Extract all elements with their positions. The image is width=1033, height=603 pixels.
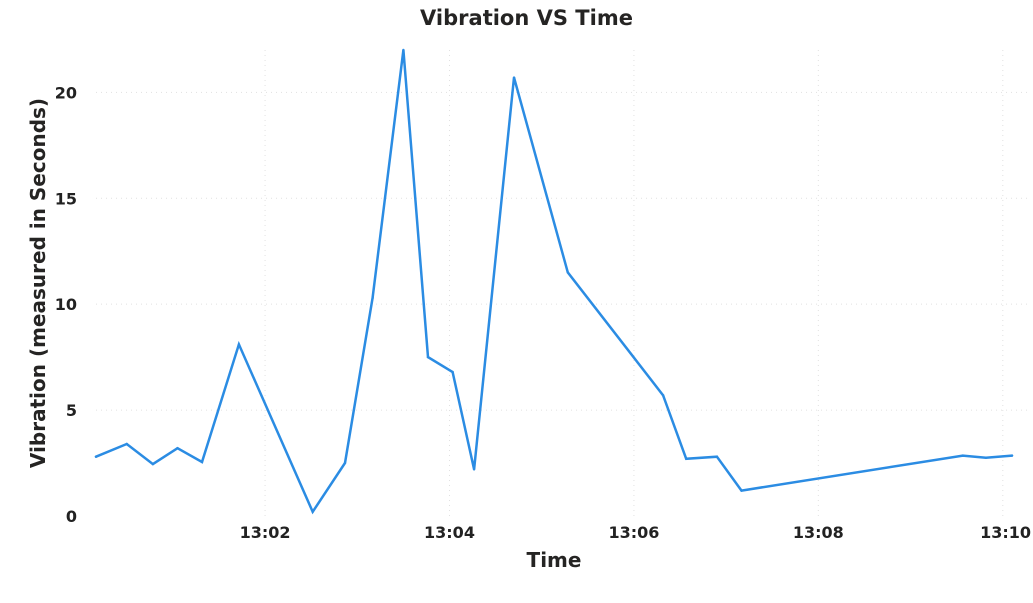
data-point (125, 442, 128, 446)
y-tick-label: 20 (55, 83, 77, 102)
y-axis-title: Vibration (measured in Seconds) (26, 98, 50, 468)
data-point (1010, 454, 1014, 457)
data-point (426, 355, 430, 359)
data-point (371, 296, 374, 300)
data-point (684, 457, 688, 461)
data-point (472, 468, 476, 471)
data-point (402, 48, 405, 52)
data-point (661, 394, 665, 397)
data-point (451, 370, 454, 374)
data-point (566, 271, 570, 274)
chart-title: Vibration VS Time (420, 6, 633, 30)
grid (96, 50, 1030, 516)
y-tick-label: 5 (66, 401, 77, 420)
y-axis: 0 5 10 15 20 (55, 83, 77, 526)
data-point (176, 447, 179, 450)
data-point (200, 460, 204, 464)
vibration-series-line (94, 49, 1014, 515)
x-axis: 13:02 13:04 13:06 13:08 13:10 (240, 523, 1031, 542)
x-tick-label: 13:08 (793, 523, 844, 542)
x-tick-label: 13:10 (980, 523, 1031, 542)
data-point (94, 455, 98, 458)
data-point (740, 489, 743, 492)
data-point (237, 343, 241, 346)
series-layer (94, 48, 1014, 515)
data-point (343, 461, 347, 465)
data-point (984, 456, 988, 459)
data-point (311, 510, 314, 513)
x-tick-label: 13:04 (424, 523, 475, 542)
data-point (961, 454, 965, 457)
data-point (151, 462, 155, 466)
y-tick-label: 10 (55, 295, 77, 314)
y-tick-label: 0 (66, 507, 77, 526)
data-point (715, 455, 719, 458)
data-point (512, 76, 516, 79)
x-tick-label: 13:02 (240, 523, 291, 542)
x-tick-label: 13:06 (608, 523, 659, 542)
x-axis-title: Time (527, 548, 582, 572)
y-tick-label: 15 (55, 189, 77, 208)
